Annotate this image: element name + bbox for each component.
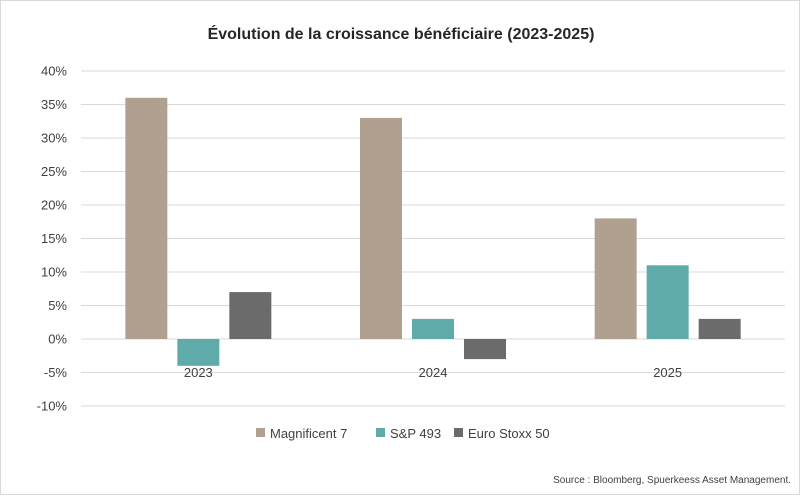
y-tick-label: -10%: [37, 399, 68, 414]
legend-label: S&P 493: [390, 426, 441, 441]
legend-swatch: [376, 428, 385, 437]
y-tick-label: -5%: [44, 365, 68, 380]
legend-label: Magnificent 7: [270, 426, 347, 441]
legend-swatch: [454, 428, 463, 437]
x-axis-category-labels: 2023 2024 2025: [184, 365, 682, 380]
y-tick-label: 15%: [41, 231, 67, 246]
bar-magnificent-7-2023: [125, 97, 168, 339]
bar-s-p-493-2024: [412, 318, 454, 339]
bar-euro-stoxx-50-2024: [464, 339, 506, 360]
bar-magnificent-7-2025: [594, 218, 637, 339]
bar-magnificent-7-2024: [360, 117, 402, 340]
y-tick-label: 10%: [41, 265, 67, 280]
y-axis-tick-labels: -10% -5% 0% 5% 10% 15% 20% 25% 30% 35% 40%: [37, 64, 68, 414]
y-tick-label: 5%: [48, 298, 67, 313]
source-note: Source : Bloomberg, Spuerkeess Asset Man…: [553, 475, 791, 486]
category-label: 2023: [184, 365, 213, 380]
y-tick-label: 40%: [41, 64, 67, 79]
bar-euro-stoxx-50-2025: [698, 318, 741, 339]
bars: [125, 97, 741, 366]
legend-swatch: [256, 428, 265, 437]
bar-s-p-493-2023: [177, 339, 220, 366]
y-tick-label: 35%: [41, 97, 67, 112]
y-tick-label: 20%: [41, 198, 67, 213]
bar-euro-stoxx-50-2023: [229, 292, 272, 339]
legend: Magnificent 7 S&P 493 Euro Stoxx 50: [256, 426, 550, 441]
y-tick-label: 30%: [41, 131, 67, 146]
category-label: 2024: [419, 365, 448, 380]
y-tick-label: 0%: [48, 332, 67, 347]
chart-title: Évolution de la croissance bénéficiaire …: [208, 24, 595, 43]
legend-label: Euro Stoxx 50: [468, 426, 550, 441]
bar-s-p-493-2025: [646, 265, 689, 339]
category-label: 2025: [653, 365, 682, 380]
y-tick-label: 25%: [41, 164, 67, 179]
